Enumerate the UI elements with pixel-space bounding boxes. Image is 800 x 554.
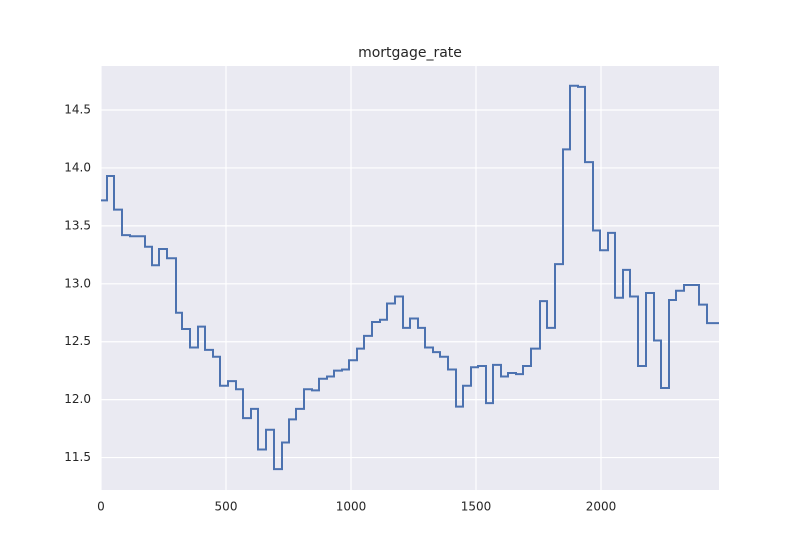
x-tick-label: 500 bbox=[215, 500, 238, 514]
y-tick-label: 12.5 bbox=[64, 334, 91, 348]
x-tick-label: 0 bbox=[97, 500, 105, 514]
y-tick-label: 14.0 bbox=[64, 160, 91, 174]
y-tick-label: 13.0 bbox=[64, 276, 91, 290]
x-tick-label: 1000 bbox=[336, 500, 367, 514]
data-line bbox=[101, 84, 719, 471]
x-tick-label: 1500 bbox=[461, 500, 492, 514]
y-tick-label: 14.5 bbox=[64, 103, 91, 117]
plot-area bbox=[101, 66, 719, 490]
y-tick-label: 13.5 bbox=[64, 218, 91, 232]
x-tick-label: 2000 bbox=[586, 500, 617, 514]
y-tick-label: 12.0 bbox=[64, 392, 91, 406]
y-tick-label: 11.5 bbox=[64, 450, 91, 464]
chart-title: mortgage_rate bbox=[358, 45, 462, 61]
